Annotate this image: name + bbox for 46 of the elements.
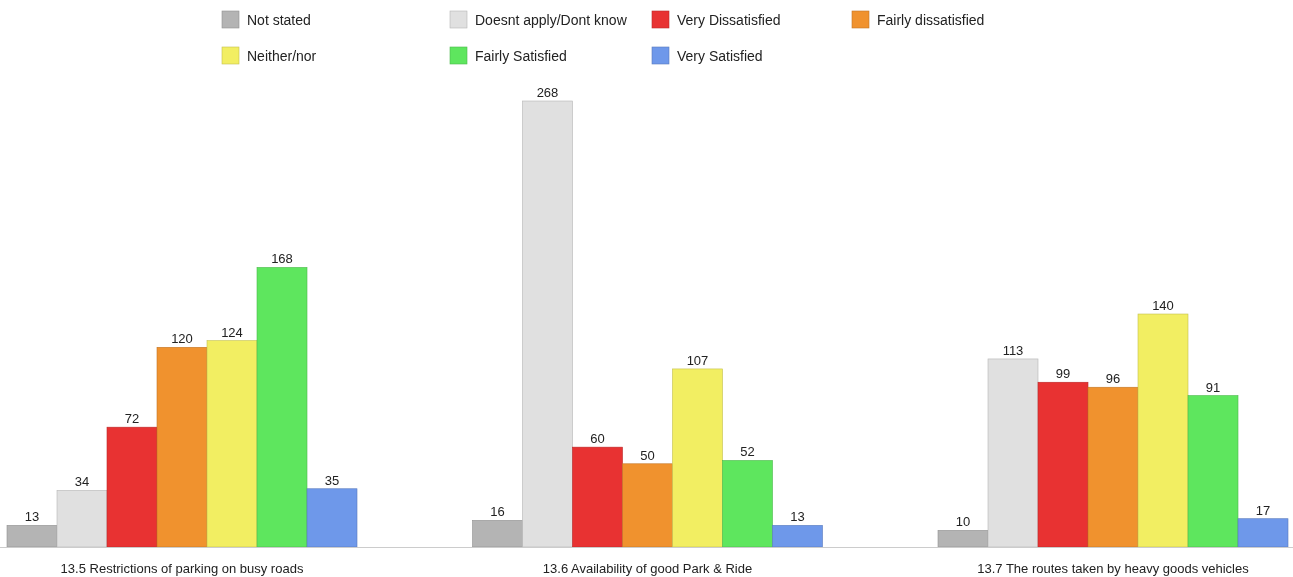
data-label: 107: [686, 352, 709, 368]
x-tick-label: 13.6 Availability of good Park & Ride: [542, 561, 753, 576]
data-label: 168: [271, 251, 293, 267]
bar: [1037, 381, 1089, 548]
data-label: 16: [490, 504, 505, 520]
data-label: 35: [324, 472, 340, 488]
data-label: 96: [1105, 371, 1121, 387]
legend-label: Very Satisfied: [677, 48, 763, 64]
bar: [722, 460, 773, 548]
data-label: 13: [790, 509, 805, 525]
data-label: 60: [590, 431, 605, 447]
bar: [106, 426, 158, 548]
data-label: 17: [1255, 502, 1271, 518]
bar: [256, 267, 308, 548]
legend-label: Not stated: [247, 12, 311, 28]
data-label: 52: [740, 444, 755, 460]
bar: [672, 368, 723, 548]
data-label: 13: [24, 509, 40, 525]
legend-label: Doesnt apply/Dont know: [475, 12, 628, 28]
data-label: 34: [74, 474, 90, 490]
bar: [572, 446, 623, 548]
data-label: 140: [1152, 298, 1174, 314]
bar: [206, 340, 258, 548]
legend-label: Fairly dissatisfied: [877, 12, 985, 28]
x-tick-label: 13.7 The routes taken by heavy goods vehicles: [977, 561, 1250, 576]
data-label: 72: [124, 411, 140, 427]
data-label: 99: [1055, 366, 1071, 382]
bar: [306, 488, 358, 548]
legend-label: Neither/nor: [247, 48, 317, 64]
bar: [1137, 313, 1189, 548]
legend-label: Very Dissatisfied: [677, 12, 781, 28]
x-tick-label: 13.5 Restrictions of parking on busy roads: [60, 561, 304, 576]
data-label: 120: [171, 331, 193, 347]
bar: [622, 463, 673, 548]
bar: [1187, 395, 1239, 548]
bar: [156, 347, 208, 548]
data-label: 124: [221, 324, 243, 340]
data-label: 50: [640, 447, 655, 463]
data-label: 10: [955, 514, 971, 530]
data-label: 113: [1002, 342, 1024, 358]
bar: [1087, 386, 1139, 548]
data-label: 268: [536, 85, 559, 100]
bar: [1237, 518, 1289, 548]
data-label: 91: [1205, 379, 1221, 395]
bar: [772, 525, 823, 548]
legend-label: Fairly Satisfied: [475, 48, 567, 64]
